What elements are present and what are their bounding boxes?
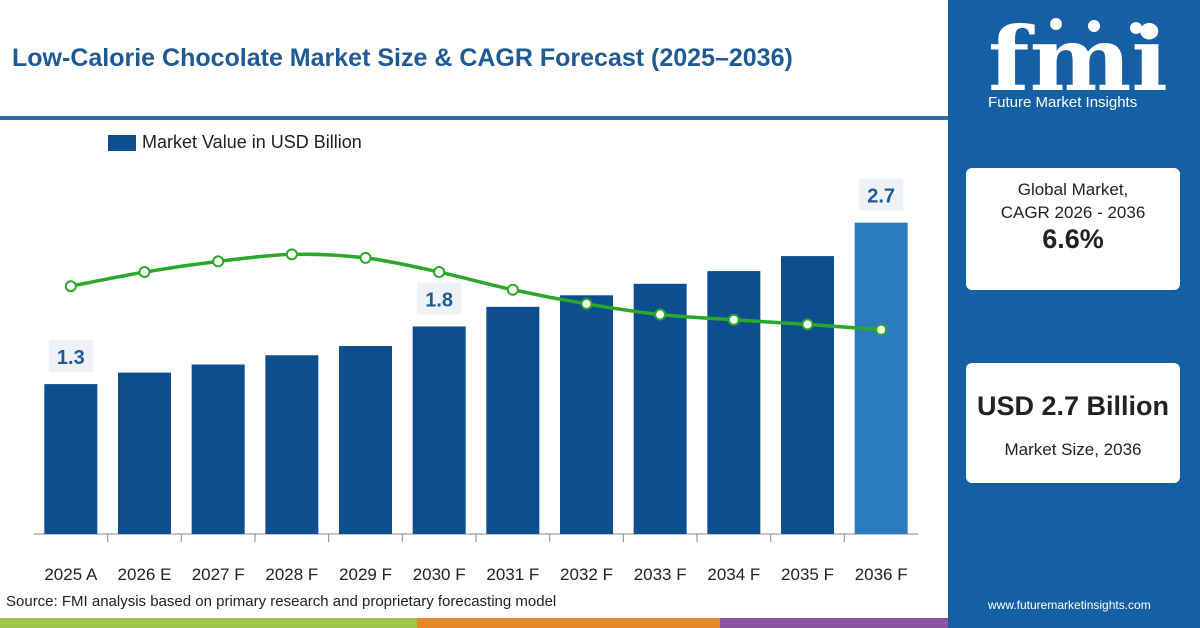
trend-point bbox=[212, 255, 225, 268]
market-size-value: USD 2.7 Billion bbox=[976, 391, 1170, 421]
x-tick-label: 2029 F bbox=[339, 565, 392, 584]
market-size-label: Market Size, 2036 bbox=[1004, 440, 1142, 459]
trend-point bbox=[433, 266, 446, 279]
brand-name: Future Market Insights bbox=[988, 94, 1138, 111]
trend-line bbox=[70, 252, 882, 332]
bar bbox=[486, 306, 540, 534]
data-label-bg bbox=[417, 282, 462, 315]
trend-point bbox=[801, 318, 814, 331]
x-tick-label: 2035 F bbox=[781, 565, 834, 584]
x-tick-label: 2034 F bbox=[707, 565, 760, 584]
x-tick-label: 2028 F bbox=[265, 565, 318, 584]
x-tick-label: 2030 F bbox=[413, 565, 466, 584]
cagr-value: 6.6% bbox=[1042, 224, 1104, 254]
chart-title: Low-Calorie Chocolate Market Size & CAGR… bbox=[12, 44, 793, 72]
strip-purple bbox=[720, 618, 948, 628]
bar bbox=[560, 295, 613, 534]
trend-point bbox=[64, 280, 77, 293]
bar-chart: 2025 A 2026 E 2027 F 2028 F 2029 F 2030 F 2031… bbox=[34, 178, 918, 584]
market-size-card: USD 2.7 Billion Market Size, 2036 bbox=[966, 363, 1180, 483]
trend-point bbox=[359, 251, 372, 264]
x-tick-label: 2026 E bbox=[118, 565, 172, 584]
data-label: 1.3 bbox=[57, 347, 85, 369]
x-tick-label: 2036 F bbox=[855, 565, 908, 584]
bar bbox=[781, 256, 834, 534]
fmi-logo: fmi bbox=[988, 14, 1168, 94]
bar bbox=[633, 283, 687, 534]
trend-point bbox=[506, 283, 519, 296]
x-tick-label: 2031 F bbox=[486, 565, 539, 584]
bar bbox=[339, 346, 392, 534]
source-note: Source: FMI analysis based on primary re… bbox=[6, 593, 557, 610]
bar bbox=[854, 222, 908, 534]
x-tick-label: 2032 F bbox=[560, 565, 613, 584]
bar bbox=[44, 384, 98, 534]
bar bbox=[118, 372, 171, 534]
title-divider bbox=[0, 116, 948, 120]
x-tick-label: 2033 F bbox=[634, 565, 687, 584]
strip-green bbox=[0, 618, 418, 628]
logo-ornament-icon bbox=[1050, 18, 1062, 30]
trend-point bbox=[654, 308, 667, 321]
x-tick-label: 2025 A bbox=[44, 565, 98, 584]
data-label-bg bbox=[859, 178, 904, 211]
strip-orange bbox=[417, 618, 721, 628]
trend-point bbox=[875, 323, 888, 336]
cagr-label-line1: Global Market, bbox=[1017, 180, 1129, 199]
x-tick-label: 2027 F bbox=[192, 565, 245, 584]
trend-point bbox=[580, 297, 593, 310]
bar bbox=[191, 364, 245, 534]
trend-point bbox=[138, 266, 151, 279]
trend-point bbox=[727, 313, 740, 326]
website-link[interactable]: www.futuremarketinsights.com bbox=[988, 598, 1151, 612]
trend-point bbox=[285, 248, 298, 261]
data-label: 1.8 bbox=[425, 289, 453, 311]
bar bbox=[412, 326, 466, 534]
bar bbox=[265, 355, 319, 534]
data-label: 2.7 bbox=[867, 186, 895, 208]
bottom-color-strip bbox=[0, 618, 948, 628]
logo-ornament-icon bbox=[1088, 20, 1100, 32]
chart-legend: Market Value in USD Billion bbox=[108, 132, 362, 153]
brand-panel bbox=[948, 0, 1200, 628]
logo-ornament-icon bbox=[1130, 22, 1142, 34]
legend-swatch bbox=[108, 134, 136, 151]
bar bbox=[707, 271, 761, 534]
cagr-card: Global Market, CAGR 2026 - 2036 6.6% bbox=[966, 168, 1180, 290]
data-label-bg bbox=[48, 340, 93, 373]
cagr-label-line2: CAGR 2026 - 2036 bbox=[1000, 203, 1146, 222]
legend-label: Market Value in USD Billion bbox=[142, 132, 362, 152]
